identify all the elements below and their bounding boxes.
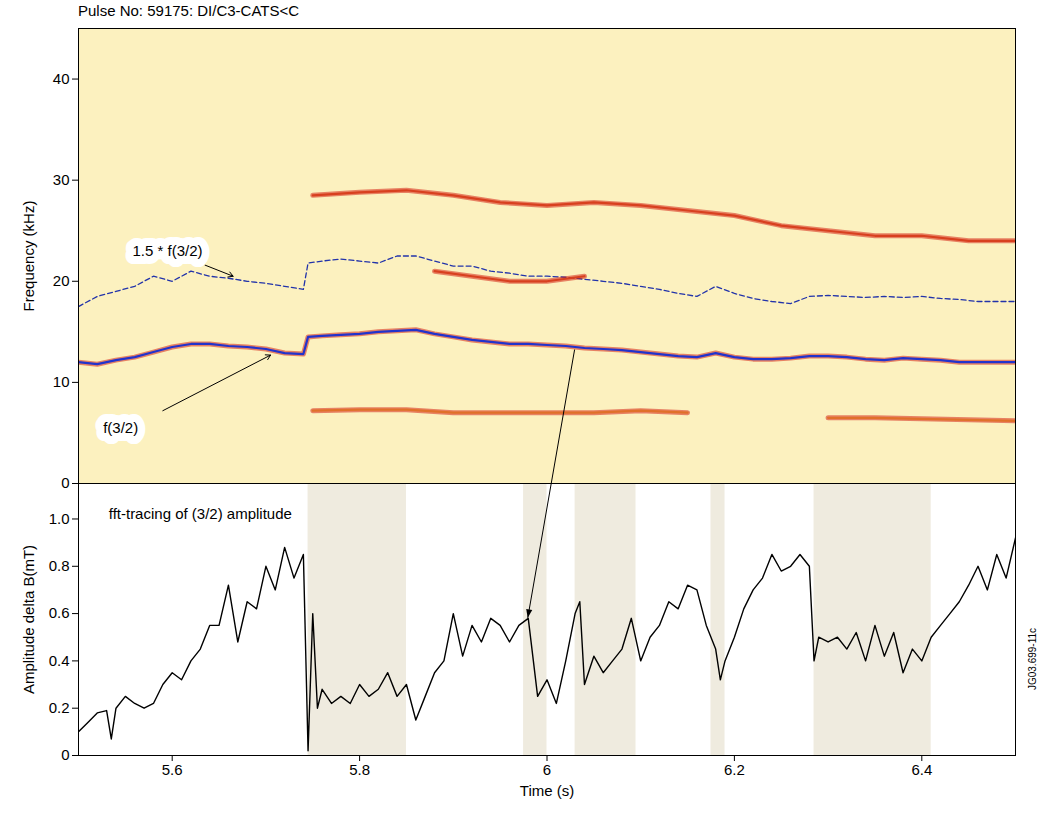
- svg-text:20: 20: [53, 272, 70, 289]
- svg-text:0.4: 0.4: [49, 652, 70, 669]
- svg-text:40: 40: [53, 70, 70, 87]
- svg-text:1.5 * f(3/2): 1.5 * f(3/2): [132, 242, 202, 259]
- svg-text:10: 10: [53, 373, 70, 390]
- svg-text:0: 0: [61, 746, 69, 763]
- svg-text:6.2: 6.2: [724, 761, 745, 778]
- svg-text:5.6: 5.6: [162, 761, 183, 778]
- svg-text:JG03.699-11c: JG03.699-11c: [1027, 628, 1038, 690]
- svg-text:f(3/2): f(3/2): [103, 419, 138, 436]
- svg-text:6.4: 6.4: [911, 761, 932, 778]
- svg-text:Time (s): Time (s): [520, 782, 574, 799]
- svg-text:Amplitude delta B(mT): Amplitude delta B(mT): [20, 545, 37, 694]
- svg-text:fft-tracing of (3/2) amplitude: fft-tracing of (3/2) amplitude: [109, 505, 292, 522]
- svg-text:Frequency (kHz): Frequency (kHz): [20, 201, 37, 312]
- svg-text:5.8: 5.8: [349, 761, 370, 778]
- svg-text:1.0: 1.0: [49, 510, 70, 527]
- svg-text:0.2: 0.2: [49, 699, 70, 716]
- svg-text:0: 0: [61, 474, 69, 491]
- svg-text:0.6: 0.6: [49, 604, 70, 621]
- svg-text:30: 30: [53, 171, 70, 188]
- html-text:Pulse No: 59175: DI/C3-CATS<C: Pulse No: 59175: DI/C3-CATS<C: [78, 2, 300, 19]
- svg-text:6: 6: [543, 761, 551, 778]
- svg-text:0.8: 0.8: [49, 557, 70, 574]
